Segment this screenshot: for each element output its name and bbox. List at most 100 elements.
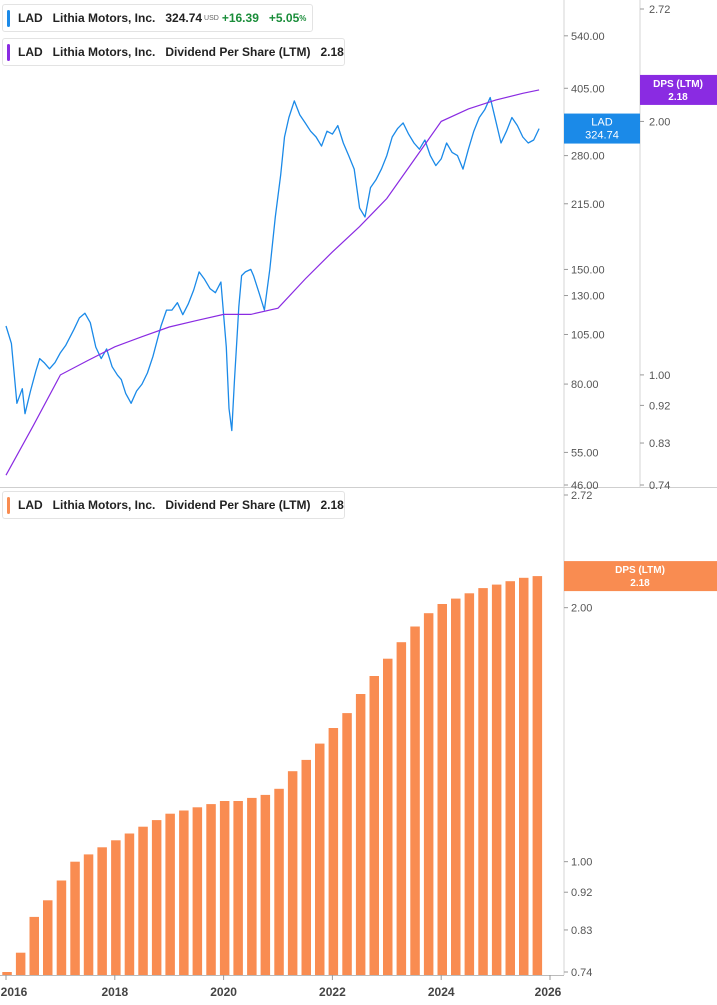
dps-top-legend-swatch bbox=[7, 43, 10, 61]
top-left-tick-label: 130.00 bbox=[571, 291, 605, 303]
price-legend-name: Lithia Motors, Inc. bbox=[52, 11, 156, 25]
dps-bar bbox=[315, 743, 325, 975]
dps-bar bbox=[151, 820, 162, 975]
dps-bottom-badge bbox=[564, 561, 717, 592]
dps-bar bbox=[519, 577, 529, 975]
top-right-tick-label: 0.74 bbox=[649, 480, 670, 492]
dps-bar bbox=[369, 676, 379, 975]
bottom-tick-label: 0.83 bbox=[571, 925, 592, 937]
dps-top-legend-ticker: LAD bbox=[18, 45, 43, 59]
dps-bar bbox=[532, 576, 543, 975]
bottom-tick-label: 2.00 bbox=[571, 603, 592, 615]
dps-bar bbox=[260, 794, 271, 975]
dps-bar bbox=[70, 861, 80, 975]
dps-bottom-badge-value: 2.18 bbox=[630, 578, 650, 589]
dps-bar bbox=[342, 713, 352, 975]
top-right-tick-label: 1.00 bbox=[649, 370, 670, 382]
dps-bar bbox=[206, 804, 216, 975]
dps-bar bbox=[15, 952, 26, 975]
dps-bottom-legend-value: 2.18 bbox=[320, 498, 344, 512]
dps-top-legend-name: Lithia Motors, Inc. bbox=[52, 45, 156, 59]
dps-bar bbox=[355, 694, 366, 975]
dps-top-badge bbox=[640, 74, 717, 105]
price-badge-label: LAD bbox=[591, 117, 612, 129]
dps-bar bbox=[219, 801, 230, 975]
dps-bar bbox=[247, 797, 257, 975]
dps-bottom-legend[interactable]: LAD Lithia Motors, Inc. Dividend Per Sha… bbox=[2, 491, 345, 519]
x-tick-label: 2024 bbox=[428, 985, 455, 999]
top-left-tick-label: 55.00 bbox=[571, 447, 599, 459]
dps-series-line bbox=[5, 89, 540, 476]
price-badge bbox=[564, 113, 640, 144]
dps-bar bbox=[287, 771, 298, 975]
top-left-tick-label: 540.00 bbox=[571, 31, 605, 43]
dps-bar bbox=[410, 626, 420, 975]
dps-bar bbox=[192, 807, 203, 975]
dps-bar bbox=[165, 813, 175, 975]
dps-bar bbox=[97, 847, 107, 975]
price-legend-change: +16.39 bbox=[221, 11, 259, 25]
price-legend[interactable]: LAD Lithia Motors, Inc. 324.74 USD +16.3… bbox=[2, 4, 313, 32]
top-left-tick-label: 46.00 bbox=[571, 480, 599, 492]
top-left-tick-label: 105.00 bbox=[571, 329, 605, 341]
dps-bar bbox=[111, 840, 121, 975]
top-right-tick-label: 0.92 bbox=[649, 400, 670, 412]
x-tick-label: 2018 bbox=[101, 985, 128, 999]
dps-bar bbox=[396, 642, 407, 975]
dps-bottom-legend-name: Lithia Motors, Inc. bbox=[52, 498, 156, 512]
price-series-line bbox=[5, 96, 540, 432]
dps-top-legend-value: 2.18 bbox=[320, 45, 344, 59]
top-right-tick-label: 2.72 bbox=[649, 4, 670, 16]
top-left-tick-label: 150.00 bbox=[571, 264, 605, 276]
dps-bar bbox=[423, 613, 434, 975]
price-legend-ticker: LAD bbox=[18, 11, 43, 25]
price-badge-value: 324.74 bbox=[585, 130, 619, 142]
price-legend-pct-sign: % bbox=[299, 13, 307, 23]
bottom-tick-label: 1.00 bbox=[571, 857, 592, 869]
dps-top-legend[interactable]: LAD Lithia Motors, Inc. Dividend Per Sha… bbox=[2, 38, 345, 66]
dps-bar bbox=[328, 728, 339, 975]
dps-bar bbox=[505, 581, 515, 975]
price-legend-currency: USD bbox=[204, 14, 219, 22]
top-left-tick-label: 215.00 bbox=[571, 199, 605, 211]
dps-bar bbox=[437, 604, 447, 975]
top-left-tick-label: 405.00 bbox=[571, 83, 605, 95]
dps-bottom-legend-swatch bbox=[7, 496, 10, 514]
bottom-tick-label: 2.72 bbox=[571, 490, 592, 502]
dps-bar bbox=[233, 801, 243, 975]
price-legend-change-pct: +5.05 bbox=[268, 11, 300, 25]
dps-bar bbox=[274, 788, 284, 975]
price-legend-price: 324.74 bbox=[165, 11, 203, 25]
dps-bar bbox=[29, 916, 39, 975]
x-tick-label: 2020 bbox=[210, 985, 237, 999]
dps-bar bbox=[43, 900, 53, 975]
dps-top-legend-metric: Dividend Per Share (LTM) bbox=[165, 45, 311, 59]
bottom-tick-label: 0.74 bbox=[571, 967, 592, 979]
top-right-tick-label: 2.00 bbox=[649, 116, 670, 128]
dps-bottom-legend-metric: Dividend Per Share (LTM) bbox=[165, 498, 311, 512]
x-tick-label: 2026 bbox=[535, 985, 562, 999]
dps-bar bbox=[179, 810, 189, 975]
dps-bar bbox=[138, 826, 148, 975]
dps-bar bbox=[464, 593, 475, 975]
dps-bottom-badge-label: DPS (LTM) bbox=[615, 565, 665, 576]
dps-bar bbox=[383, 658, 393, 975]
dps-top-badge-label: DPS (LTM) bbox=[653, 79, 703, 90]
dps-top-badge-value: 2.18 bbox=[668, 92, 688, 103]
dps-bar bbox=[124, 833, 135, 975]
x-tick-label: 2016 bbox=[1, 985, 28, 999]
bottom-tick-label: 0.92 bbox=[571, 887, 592, 899]
top-left-tick-label: 280.00 bbox=[571, 151, 605, 163]
dps-bar bbox=[301, 759, 311, 975]
x-tick-label: 2022 bbox=[319, 985, 346, 999]
dps-bar bbox=[478, 588, 488, 975]
dps-bar bbox=[56, 880, 67, 975]
dps-bar bbox=[2, 972, 12, 975]
dps-bottom-legend-ticker: LAD bbox=[18, 498, 43, 512]
top-left-tick-label: 80.00 bbox=[571, 379, 599, 391]
dps-bar bbox=[451, 598, 461, 975]
top-right-tick-label: 0.83 bbox=[649, 438, 670, 450]
price-legend-swatch bbox=[7, 9, 10, 27]
dps-bar bbox=[491, 584, 502, 975]
